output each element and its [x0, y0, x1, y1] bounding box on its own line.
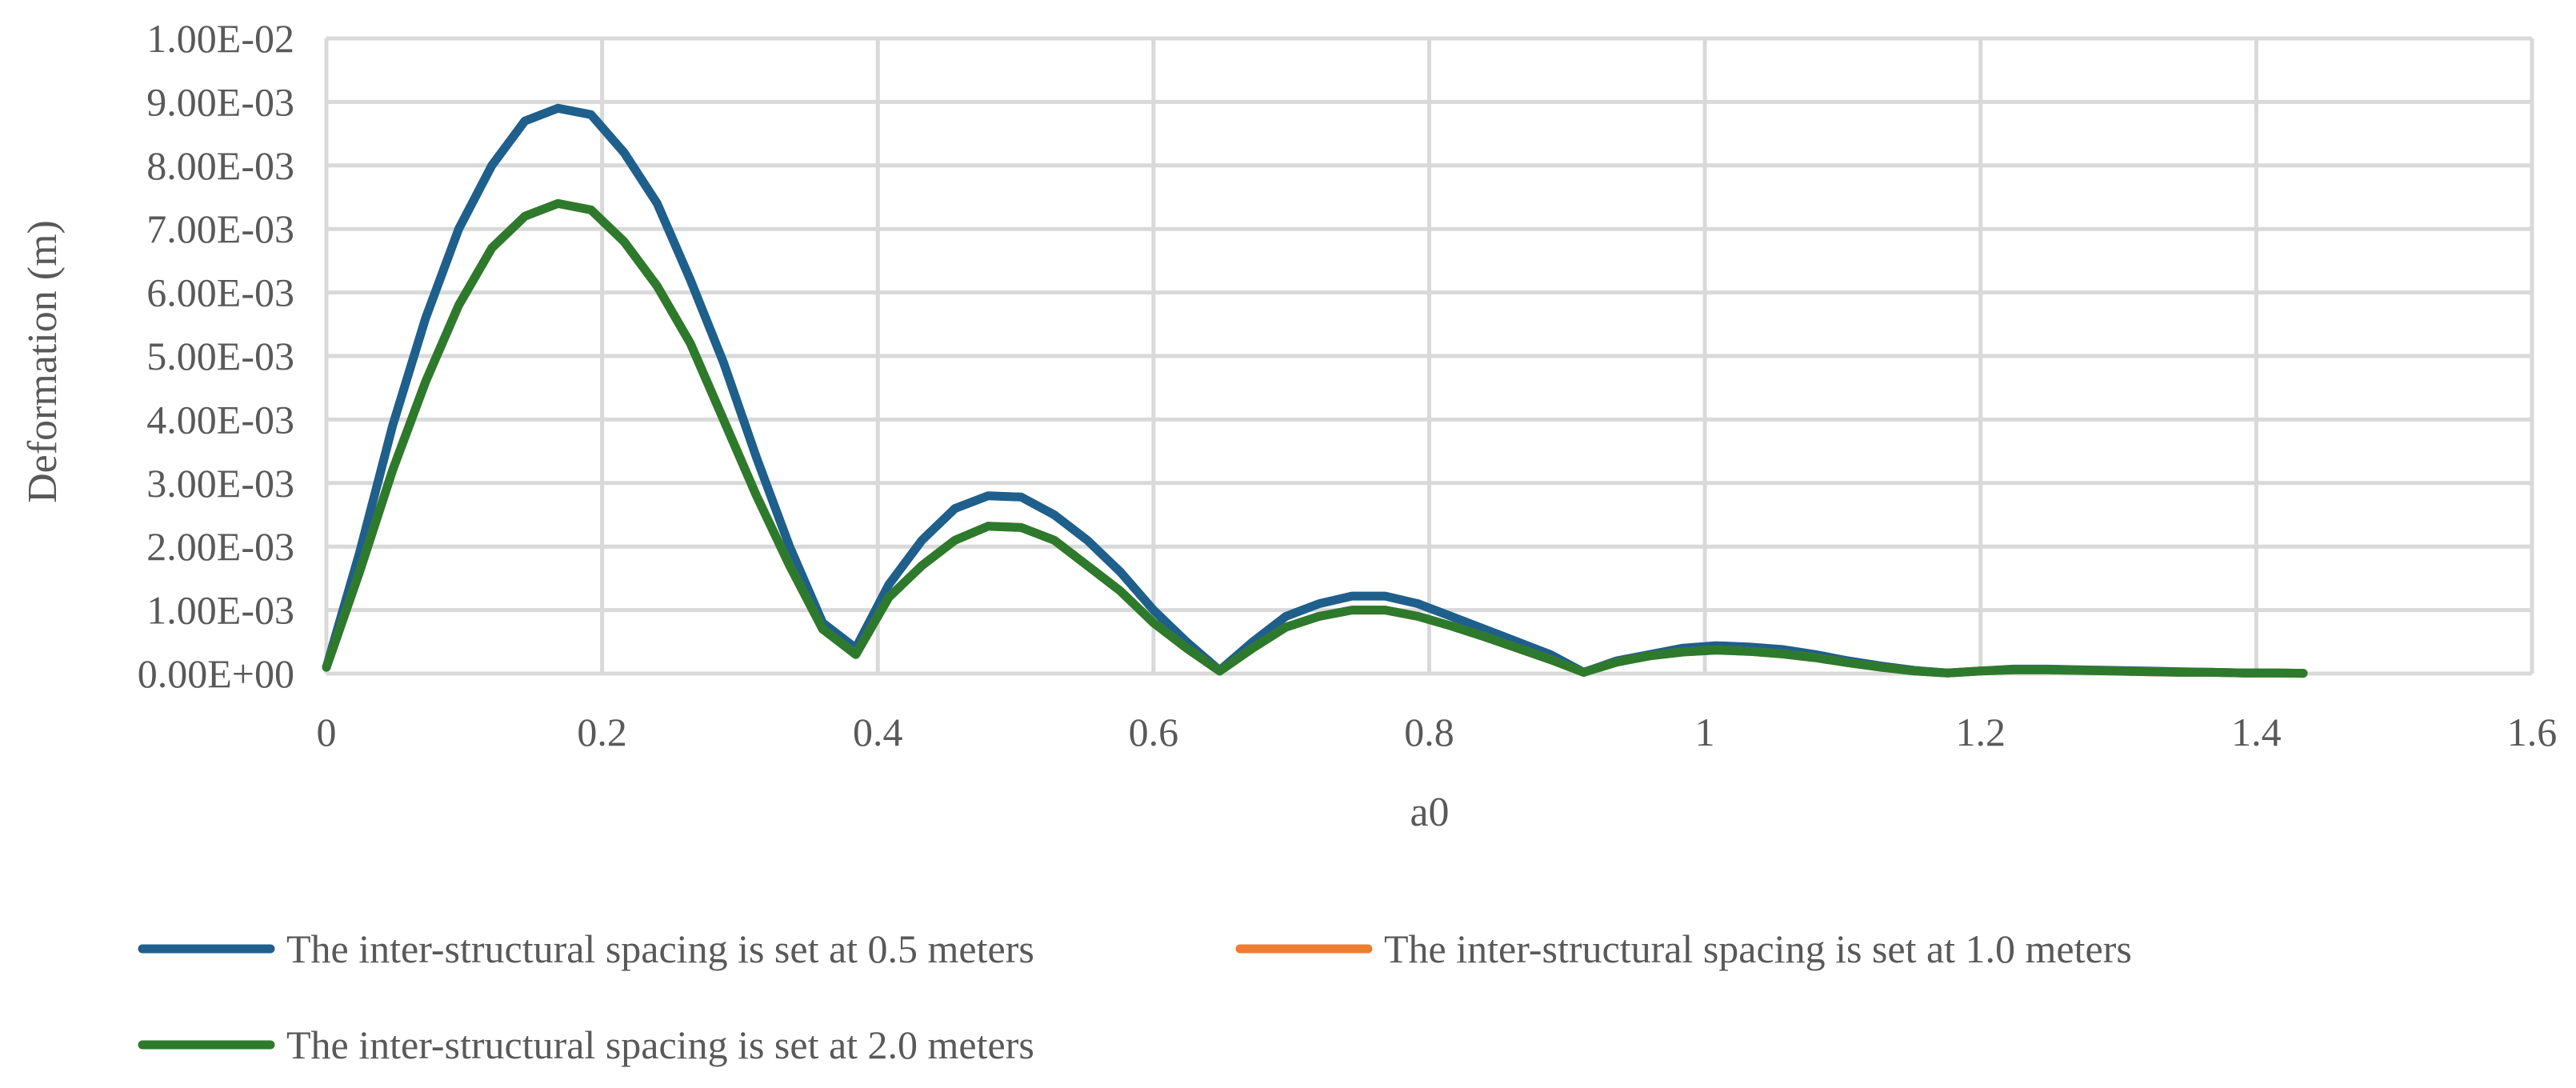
y-tick-label: 0.00E+00 [138, 651, 294, 696]
y-tick-label: 2.00E-03 [146, 524, 294, 569]
y-tick-label: 1.00E-02 [146, 16, 294, 61]
x-axis-tick-labels: 0 0.2 0.4 0.6 0.8 1 1.2 1.4 1.6 [317, 710, 2558, 754]
series-line-3 [322, 198, 2308, 678]
x-tick-label: 1.6 [2507, 710, 2558, 754]
y-tick-label: 3.00E-03 [146, 461, 294, 506]
legend-label-2: The inter-structural spacing is set at 1… [1384, 926, 2132, 971]
legend: The inter-structural spacing is set at 0… [138, 926, 2132, 1067]
x-axis-title: a0 [1410, 790, 1449, 835]
y-tick-label: 5.00E-03 [146, 334, 294, 378]
x-tick-label: 0.6 [1129, 710, 1179, 754]
y-tick-label: 6.00E-03 [146, 270, 294, 315]
y-tick-label: 4.00E-03 [146, 397, 294, 442]
y-axis-title: Deformation (m) [20, 220, 66, 503]
legend-label-1: The inter-structural spacing is set at 0… [286, 926, 1034, 971]
x-tick-label: 0.2 [577, 710, 627, 754]
x-tick-label: 0 [317, 710, 337, 754]
y-axis-tick-labels: 0.00E+00 1.00E-03 2.00E-03 3.00E-03 4.00E-03… [138, 16, 294, 696]
gridlines [324, 36, 2534, 676]
series-lines [322, 103, 2308, 678]
x-tick-label: 1.4 [2231, 710, 2282, 754]
x-tick-label: 1.2 [1956, 710, 2006, 754]
legend-label-3: The inter-structural spacing is set at 2… [286, 1022, 1034, 1067]
x-tick-label: 0.4 [853, 710, 903, 754]
y-tick-label: 1.00E-03 [146, 588, 294, 633]
x-tick-label: 0.8 [1404, 710, 1454, 754]
y-tick-label: 8.00E-03 [146, 143, 294, 188]
x-tick-label: 1 [1695, 710, 1715, 754]
series-line-1 [322, 103, 2308, 678]
y-tick-label: 7.00E-03 [146, 206, 294, 251]
y-tick-label: 9.00E-03 [146, 79, 294, 124]
